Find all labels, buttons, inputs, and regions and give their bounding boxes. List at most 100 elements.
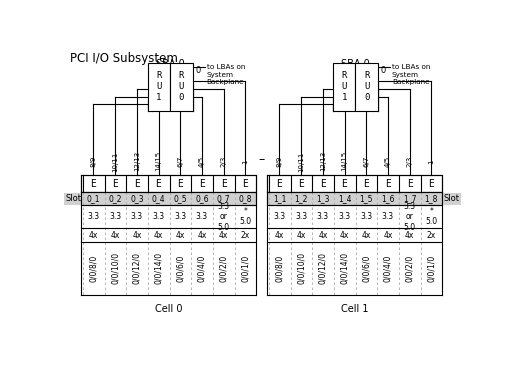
Text: 0/0/12/0: 0/0/12/0 [132,253,141,284]
Text: 3.3: 3.3 [131,212,143,221]
Bar [333,63,355,110]
Text: E: E [276,179,283,189]
Text: 4x: 4x [318,231,328,240]
Bar [267,205,442,295]
Text: 0/0/14/0: 0/0/14/0 [154,252,163,285]
Text: 4x: 4x [296,231,306,240]
Text: 8/9: 8/9 [276,155,283,167]
Text: 4x: 4x [361,231,371,240]
Text: 3.3
or
5.0: 3.3 or 5.0 [403,202,416,231]
Text: to LBAs on
System
Backplane: to LBAs on System Backplane [392,64,430,85]
Text: 0/0/8/0: 0/0/8/0 [275,255,284,282]
Text: 4/5: 4/5 [385,156,391,167]
Text: 8/9: 8/9 [91,155,96,167]
Text: Cell 0: Cell 0 [155,304,182,314]
Text: 0/0/12/0: 0/0/12/0 [318,253,327,284]
Text: E: E [298,179,304,189]
Text: 0/0/4/0: 0/0/4/0 [383,255,393,282]
Text: 4x: 4x [154,231,163,240]
Text: E: E [156,179,161,189]
Text: E: E [242,179,248,189]
Text: E: E [91,179,96,189]
Text: E: E [134,179,140,189]
Text: *
5.0: * 5.0 [425,207,437,227]
Text: 6/7: 6/7 [177,155,183,167]
Text: 0_6: 0_6 [195,194,209,203]
Text: 1: 1 [429,159,434,163]
Text: 1_6: 1_6 [381,194,395,203]
Text: 0_2: 0_2 [109,194,122,203]
Text: 4x: 4x [111,231,120,240]
Text: E: E [342,179,348,189]
Text: 3.3: 3.3 [153,212,165,221]
Bar [267,192,442,205]
Text: 4x: 4x [176,231,185,240]
Text: 4x: 4x [89,231,98,240]
Text: 1_7: 1_7 [403,194,416,203]
Text: 2/3: 2/3 [221,156,227,167]
Text: 10/11: 10/11 [298,151,304,172]
Text: 0/0/10/0: 0/0/10/0 [296,252,306,285]
Text: 3.3: 3.3 [295,212,307,221]
Text: –: – [259,153,265,166]
Text: 0_3: 0_3 [130,194,144,203]
Text: 3.3: 3.3 [109,212,121,221]
Text: 1_3: 1_3 [316,194,330,203]
Text: 1_4: 1_4 [338,194,351,203]
Text: 4x: 4x [275,231,284,240]
Bar [81,175,256,192]
Text: 3.3: 3.3 [382,212,394,221]
Bar [267,175,442,192]
Text: 0: 0 [381,66,386,75]
Text: 0/0/10/0: 0/0/10/0 [111,252,120,285]
Bar [355,63,378,110]
Text: 3.3
or
5.0: 3.3 or 5.0 [218,202,230,231]
Text: 0/0/14/0: 0/0/14/0 [340,252,349,285]
Text: 0/0/6/0: 0/0/6/0 [362,255,371,282]
Text: 2/3: 2/3 [407,156,413,167]
Text: Slot: Slot [443,194,459,203]
Text: PCI I/O Subsystem: PCI I/O Subsystem [70,52,178,65]
Text: 4x: 4x [197,231,207,240]
Text: E: E [221,179,227,189]
Text: 0/0/2/0: 0/0/2/0 [219,255,228,282]
Text: E: E [364,179,369,189]
Text: E: E [112,179,118,189]
Text: 1: 1 [242,159,248,163]
Text: E: E [320,179,326,189]
Text: 0_5: 0_5 [174,194,187,203]
Text: to LBAs on
System
Backplane: to LBAs on System Backplane [207,64,245,85]
Text: 0/0/2/0: 0/0/2/0 [405,255,414,282]
Text: E: E [199,179,205,189]
Text: Cell 1: Cell 1 [341,304,368,314]
Text: 4x: 4x [383,231,393,240]
Text: 4x: 4x [340,231,349,240]
Text: 4x: 4x [405,231,414,240]
Bar [81,192,256,205]
Bar [81,205,256,295]
Text: 6/7: 6/7 [363,155,369,167]
Text: R
U
0: R U 0 [179,71,184,102]
Text: 12/13: 12/13 [320,151,326,172]
Text: 10/11: 10/11 [112,151,118,172]
Text: 0/0/4/0: 0/0/4/0 [198,255,206,282]
Text: SBA 0: SBA 0 [156,59,184,69]
Text: 0/0/1/0: 0/0/1/0 [427,255,436,282]
Text: R
U
1: R U 1 [156,71,162,102]
Text: 3.3: 3.3 [174,212,186,221]
Text: 0_4: 0_4 [152,194,165,203]
Text: E: E [407,179,413,189]
Text: 1_8: 1_8 [424,194,438,203]
Text: 1_5: 1_5 [359,194,373,203]
Text: 2x: 2x [426,231,436,240]
Text: 4x: 4x [219,231,228,240]
Text: 0_8: 0_8 [239,194,252,203]
Text: 12/13: 12/13 [134,151,140,172]
Text: SBA 0: SBA 0 [341,59,370,69]
Text: *
5.0: * 5.0 [239,207,251,227]
Text: 0/0/6/0: 0/0/6/0 [176,255,185,282]
Bar [170,63,193,110]
Text: 1_2: 1_2 [294,194,308,203]
Text: 14/15: 14/15 [342,151,348,172]
Text: R
U
0: R U 0 [364,71,369,102]
